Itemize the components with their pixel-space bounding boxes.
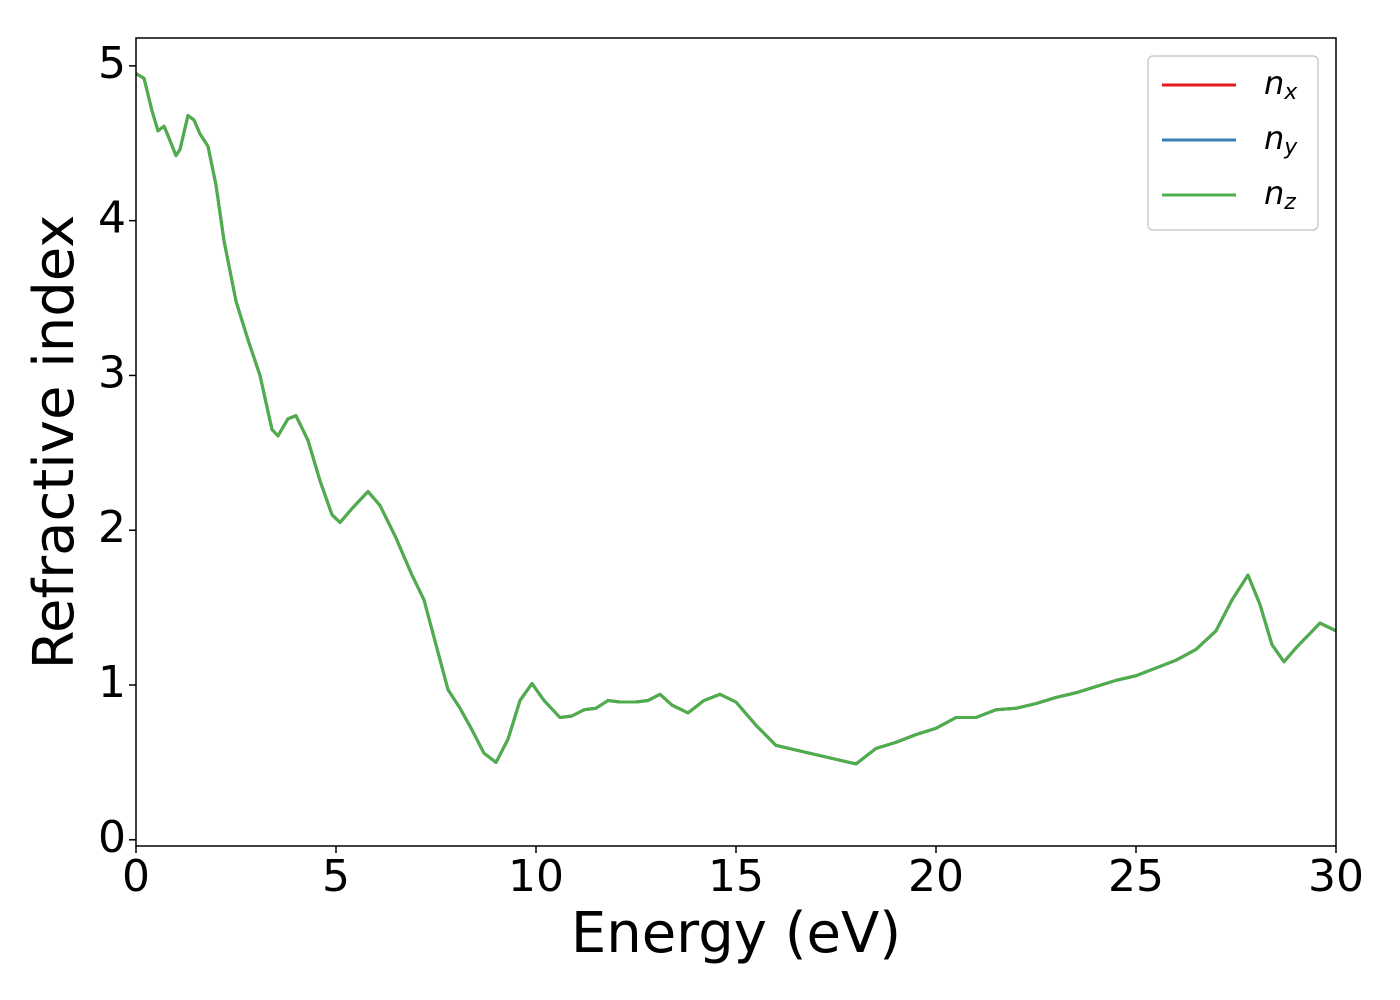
plot-frame bbox=[135, 37, 1337, 847]
x-axis-label: Energy (eV) bbox=[571, 901, 901, 966]
line bbox=[136, 72, 1336, 766]
x-tick-label: 10 bbox=[508, 851, 564, 902]
legend-label: nz bbox=[1264, 174, 1296, 215]
y-tick-label: 3 bbox=[98, 347, 126, 398]
x-tick-label: 30 bbox=[1308, 851, 1364, 902]
legend-box bbox=[1147, 55, 1319, 231]
x-tick-label: 20 bbox=[908, 851, 964, 902]
x-tick-label: 0 bbox=[122, 851, 150, 902]
y-tick-label: 2 bbox=[98, 502, 126, 553]
legend-label: nx bbox=[1264, 64, 1298, 105]
y-tick-label: 4 bbox=[98, 193, 126, 244]
y-tick-label: 1 bbox=[98, 657, 126, 708]
x-tick-label: 5 bbox=[322, 851, 350, 902]
y-tick-label: 5 bbox=[98, 38, 126, 89]
x-tick-label: 25 bbox=[1108, 851, 1164, 902]
x-tick-label: 15 bbox=[708, 851, 764, 902]
y-axis-label: Refractive index bbox=[22, 215, 87, 670]
legend-label: ny bbox=[1264, 119, 1298, 160]
y-tick-label: 0 bbox=[98, 812, 126, 863]
